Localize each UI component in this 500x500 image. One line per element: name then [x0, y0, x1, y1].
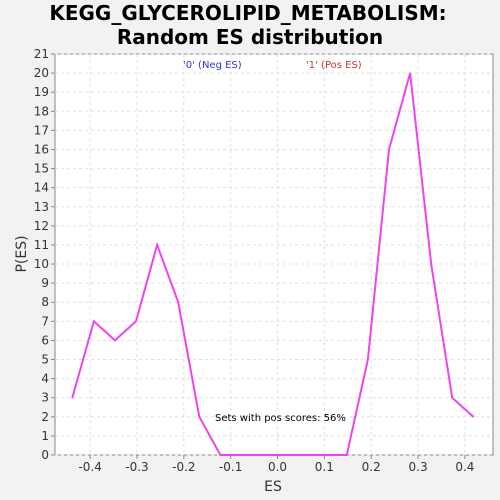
y-tick-label: 21: [34, 47, 49, 61]
chart-title-line2: Random ES distribution: [117, 25, 383, 49]
y-tick-label: 12: [34, 219, 49, 233]
data-point: [93, 320, 95, 323]
x-tick-label: 0.4: [455, 460, 474, 474]
data-point: [219, 454, 222, 456]
data-point: [114, 339, 116, 342]
data-point: [198, 416, 201, 418]
data-point: [71, 396, 74, 399]
y-tick-label: 1: [41, 429, 49, 443]
data-point: [409, 72, 411, 74]
plot-area: [54, 53, 494, 456]
data-point: [240, 454, 243, 456]
data-point: [261, 454, 264, 456]
data-point: [367, 358, 369, 361]
x-tick-label: -0.4: [78, 460, 101, 474]
data-point: [430, 263, 432, 265]
series-line: [71, 72, 474, 456]
chart-title-line1: KEGG_GLYCEROLIPID_METABOLISM:: [49, 1, 446, 25]
y-tick-label: 9: [41, 276, 49, 290]
data-point: [156, 244, 158, 246]
y-tick-label: 0: [41, 448, 49, 462]
y-tick-label: 8: [41, 295, 49, 309]
data-point: [303, 454, 306, 456]
y-tick-label: 15: [34, 162, 49, 176]
annotation-pos-scores: Sets with pos scores: 56%: [215, 413, 346, 424]
y-tick-label: 16: [34, 142, 49, 156]
data-point: [388, 148, 390, 151]
data-point: [346, 454, 348, 456]
x-tick-label: 0.1: [315, 460, 334, 474]
y-tick-label: 2: [41, 410, 49, 424]
legend-pos-es: '1' (Pos ES): [306, 60, 362, 71]
y-tick-label: 7: [41, 314, 49, 328]
legend-neg-es: '0' (Neg ES): [183, 60, 242, 71]
y-tick-label: 17: [34, 123, 49, 137]
x-tick-label: -0.2: [172, 460, 195, 474]
y-tick-label: 14: [34, 181, 49, 195]
data-point: [282, 454, 285, 456]
y-axis-label: P(ES): [14, 235, 30, 272]
y-tick-label: 6: [41, 333, 49, 347]
y-tick-label: 3: [41, 391, 49, 405]
x-tick-label: 0.0: [268, 460, 287, 474]
y-tick-label: 11: [34, 238, 49, 252]
data-point: [177, 301, 180, 304]
grid-lines: [55, 53, 493, 456]
series-group: [71, 72, 475, 456]
y-tick-label: 4: [41, 372, 49, 386]
y-tick-label: 19: [34, 85, 49, 99]
y-tick-label: 13: [34, 200, 49, 214]
x-tick-label: -0.1: [219, 460, 242, 474]
y-tick-label: 5: [41, 353, 49, 367]
data-point: [135, 320, 137, 323]
data-point: [472, 416, 475, 418]
data-point: [324, 454, 327, 456]
y-tick-label: 18: [34, 104, 49, 118]
x-tick-label: 0.3: [409, 460, 428, 474]
y-tick-label: 20: [34, 66, 49, 80]
y-tick-label: 10: [34, 257, 49, 271]
x-axis-label: ES: [264, 479, 282, 495]
x-tick-label: -0.3: [125, 460, 148, 474]
data-point: [451, 396, 454, 399]
x-tick-label: 0.2: [362, 460, 381, 474]
x-axis-ticks: -0.4 -0.3 -0.2 -0.1 0.0 0.1 0.2 0.3 0.4: [78, 455, 474, 474]
